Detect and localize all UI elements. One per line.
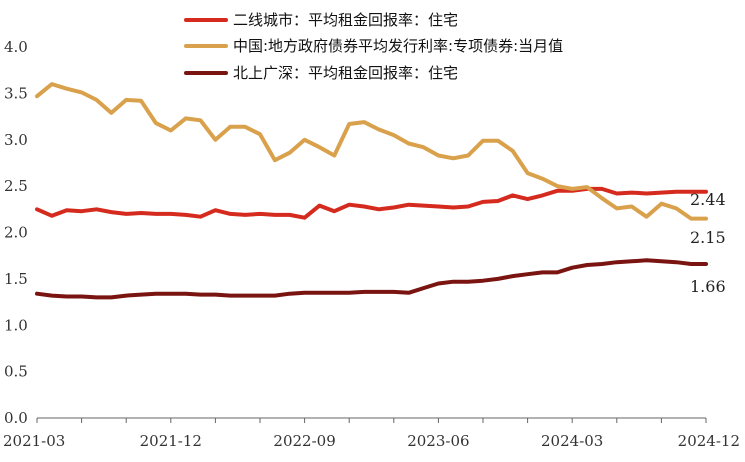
- y-tick-label: 1.0: [4, 316, 28, 334]
- legend-label: 中国:地方政府债券平均发行利率:专项债券:当月值: [233, 37, 563, 55]
- end-value-label: 2.44: [690, 190, 726, 209]
- y-tick-label: 1.5: [4, 270, 28, 288]
- series-layer: [35, 82, 708, 300]
- end-labels: 2.44 2.15 1.66: [690, 190, 726, 296]
- y-tick-label: 0.0: [4, 409, 28, 427]
- x-tick-label: 2023-06: [407, 432, 469, 450]
- end-value-label: 1.66: [690, 277, 726, 296]
- end-value-label: 2.15: [690, 228, 726, 247]
- legend-label: 二线城市：平均租金回报率：住宅: [233, 11, 458, 29]
- x-tick-label: 2021-03: [3, 432, 65, 450]
- series-line-1: [35, 186, 708, 220]
- y-tick-label: 3.5: [4, 84, 28, 102]
- series-line-3: [35, 258, 708, 300]
- legend: 二线城市：平均租金回报率：住宅中国:地方政府债券平均发行利率:专项债券:当月值北…: [184, 11, 563, 82]
- y-tick-label: 2.0: [4, 224, 28, 242]
- y-tick-label: 4.0: [4, 38, 28, 56]
- y-axis: 0.0 0.5 1.0 1.5 2.0 2.5 3.0 3.5 4.0: [4, 38, 28, 427]
- x-tick-label: 2024-03: [541, 432, 603, 450]
- series-line-2: [35, 82, 708, 221]
- x-tick-label: 2024-12: [678, 432, 740, 450]
- x-tick-label: 2022-09: [273, 432, 335, 450]
- y-tick-label: 0.5: [4, 363, 28, 381]
- legend-label: 北上广深：平均租金回报率：住宅: [233, 64, 458, 82]
- x-tick-label: 2021-12: [140, 432, 202, 450]
- y-tick-label: 3.0: [4, 131, 28, 149]
- x-axis: 2021-03 2021-12 2022-09 2023-06 2024-03 2024-…: [3, 417, 740, 450]
- y-tick-label: 2.5: [4, 177, 28, 195]
